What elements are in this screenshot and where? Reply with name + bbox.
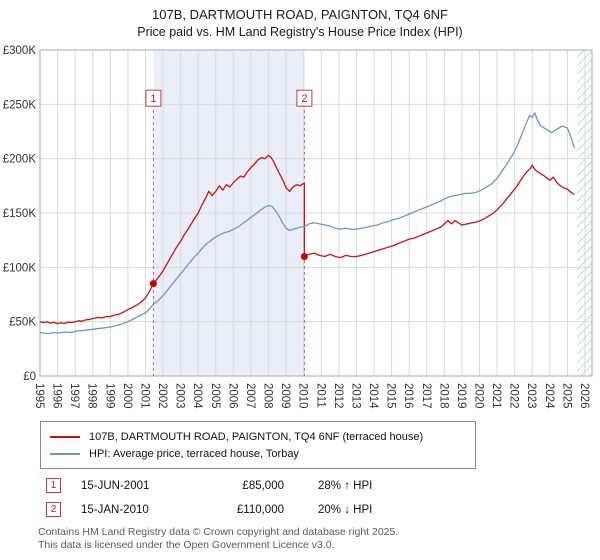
svg-text:2013: 2013 xyxy=(349,383,361,409)
svg-text:2015: 2015 xyxy=(385,383,397,409)
sale-2-number-badge: 2 xyxy=(46,502,61,517)
sale-2-hpi-delta: 20% ↓ HPI xyxy=(318,503,373,516)
svg-text:2024: 2024 xyxy=(543,383,555,409)
chart-legend: 107B, DARTMOUTH ROAD, PAIGNTON, TQ4 6NF … xyxy=(40,421,476,469)
sale-annotation-1: 1 15-JUN-2001 £85,000 28% ↑ HPI xyxy=(46,478,600,493)
svg-text:£100K: £100K xyxy=(3,262,37,274)
svg-text:£250K: £250K xyxy=(3,99,37,111)
svg-text:£150K: £150K xyxy=(3,208,37,220)
price-history-chart: 1 2 £0 £50K £100K £150K £200K £250K £300K 1995 199… xyxy=(3,45,593,409)
svg-text:£0: £0 xyxy=(23,371,36,383)
svg-text:2: 2 xyxy=(301,93,307,105)
svg-text:2010: 2010 xyxy=(297,383,309,409)
svg-text:2017: 2017 xyxy=(420,383,432,409)
svg-text:2019: 2019 xyxy=(455,383,467,409)
svg-text:2023: 2023 xyxy=(525,383,537,409)
svg-text:2011: 2011 xyxy=(314,383,326,408)
svg-text:2021: 2021 xyxy=(490,383,502,409)
svg-text:2009: 2009 xyxy=(279,383,291,409)
svg-text:2022: 2022 xyxy=(508,383,520,409)
svg-text:2002: 2002 xyxy=(156,383,168,409)
copyright-footer: Contains HM Land Registry data © Crown c… xyxy=(38,526,600,552)
svg-text:2001: 2001 xyxy=(138,383,150,409)
svg-text:1: 1 xyxy=(150,93,156,105)
chart-subtitle: Price paid vs. HM Land Registry's House … xyxy=(137,25,463,39)
sale-annotation-2: 2 15-JAN-2010 £110,000 20% ↓ HPI xyxy=(46,502,600,517)
svg-text:£50K: £50K xyxy=(9,317,36,329)
svg-text:2008: 2008 xyxy=(262,383,274,409)
svg-text:2014: 2014 xyxy=(367,383,379,409)
sale-1-number-badge: 1 xyxy=(46,478,61,493)
sale-1-hpi-delta: 28% ↑ HPI xyxy=(318,479,373,492)
legend-label-property: 107B, DARTMOUTH ROAD, PAIGNTON, TQ4 6NF … xyxy=(89,430,424,443)
svg-text:2003: 2003 xyxy=(174,383,186,409)
svg-text:1997: 1997 xyxy=(68,383,80,409)
sale-2-price: £110,000 xyxy=(236,503,284,516)
svg-text:1996: 1996 xyxy=(51,383,63,409)
hpi-line-swatch xyxy=(50,452,80,455)
svg-text:2026: 2026 xyxy=(578,383,590,409)
svg-text:2025: 2025 xyxy=(560,383,572,409)
footer-line-1: Contains HM Land Registry data © Crown c… xyxy=(38,526,399,538)
svg-text:2020: 2020 xyxy=(472,383,484,409)
svg-text:2012: 2012 xyxy=(332,383,344,409)
legend-label-hpi: HPI: Average price, terraced house, Torb… xyxy=(89,447,299,460)
sale-1-date: 15-JUN-2001 xyxy=(81,479,150,492)
property-line-swatch xyxy=(50,435,80,438)
svg-text:2016: 2016 xyxy=(402,383,414,409)
svg-text:2000: 2000 xyxy=(121,383,133,409)
svg-text:1998: 1998 xyxy=(86,383,98,409)
sale-2-date: 15-JAN-2010 xyxy=(81,503,149,516)
sale-1-price: £85,000 xyxy=(242,479,284,492)
svg-text:1995: 1995 xyxy=(33,383,45,409)
svg-text:2018: 2018 xyxy=(437,383,449,409)
svg-text:2006: 2006 xyxy=(226,383,238,409)
footer-line-2: This data is licensed under the Open Gov… xyxy=(38,539,335,551)
svg-text:2004: 2004 xyxy=(191,383,203,409)
chart-title: 107B, DARTMOUTH ROAD, PAIGNTON, TQ4 6NF xyxy=(152,7,448,22)
legend-item-hpi: HPI: Average price, terraced house, Torb… xyxy=(50,445,466,462)
svg-text:£300K: £300K xyxy=(3,45,37,57)
svg-text:2007: 2007 xyxy=(244,383,256,409)
svg-text:1999: 1999 xyxy=(103,383,115,409)
svg-text:£200K: £200K xyxy=(3,154,37,166)
svg-text:2005: 2005 xyxy=(209,383,221,409)
sale-annotations: 1 15-JUN-2001 £85,000 28% ↑ HPI 2 15-JAN… xyxy=(46,478,600,517)
legend-item-property: 107B, DARTMOUTH ROAD, PAIGNTON, TQ4 6NF … xyxy=(50,428,466,445)
